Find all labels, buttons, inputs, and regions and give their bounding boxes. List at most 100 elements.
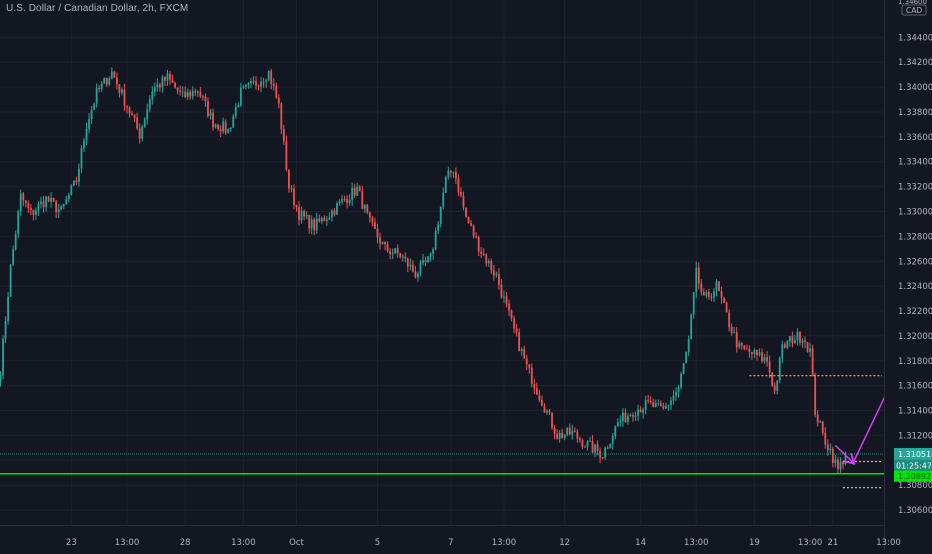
candle-body	[730, 327, 733, 333]
candle-body	[647, 400, 650, 402]
price-tick-label: 1.34400	[898, 33, 932, 43]
candle-body	[515, 328, 518, 333]
candle-body	[776, 380, 779, 391]
candle-body	[366, 205, 369, 213]
candle-body	[563, 434, 566, 438]
candle-body	[108, 78, 111, 85]
candle-body	[328, 217, 331, 220]
candle-body	[305, 214, 308, 217]
candle-body	[47, 196, 50, 202]
candle-body	[467, 216, 470, 224]
candle-body	[439, 206, 442, 225]
candle-body	[24, 200, 27, 203]
candle-body	[110, 71, 113, 79]
time-tick-label: 13:00	[798, 538, 823, 548]
candle-body	[158, 84, 161, 88]
grid-lines	[0, 0, 890, 525]
candle-body	[422, 260, 424, 263]
candle-body	[743, 345, 746, 349]
candle-body	[616, 422, 619, 427]
current-price-tag	[894, 447, 932, 460]
candle-body	[794, 340, 796, 344]
candle-body	[280, 103, 283, 130]
candle-body	[176, 87, 179, 91]
candle-body	[288, 169, 290, 189]
currency-badge	[901, 4, 927, 16]
time-tick-label: 13:00	[115, 538, 140, 548]
candle-body	[649, 400, 652, 403]
candle-body	[842, 461, 844, 465]
candle-body	[417, 273, 419, 278]
time-tick-label: 13:00	[876, 538, 901, 548]
time-tick-label: 7	[448, 538, 453, 548]
candle-body	[138, 128, 141, 139]
candle-body	[300, 210, 303, 221]
candle-body	[252, 81, 255, 83]
candle-body	[222, 121, 225, 132]
candle-body	[323, 217, 326, 222]
time-tick-label: 12	[559, 538, 570, 548]
candle-body	[652, 402, 655, 408]
price-tick-label: 1.32600	[898, 257, 932, 267]
price-tick-label: 1.32200	[898, 307, 932, 317]
candle-body	[239, 88, 242, 106]
time-axis[interactable]: 23 13:00 28 13:00 Oct 5 7 13:00 12 14 13:00 19 13:00…	[0, 525, 932, 550]
candle-body	[735, 332, 738, 348]
candle-body	[237, 105, 240, 108]
candle-body	[500, 284, 503, 298]
candle-body	[414, 271, 417, 278]
candle-body	[169, 73, 171, 80]
candle-body	[806, 342, 809, 352]
candle-body	[95, 87, 98, 104]
candle-body	[576, 431, 579, 439]
candle-body	[518, 332, 521, 352]
candle-body	[452, 171, 455, 173]
candle-body	[733, 332, 736, 334]
candle-body	[404, 256, 407, 259]
candle-body	[394, 248, 397, 254]
candle-body	[242, 86, 245, 89]
candle-body	[470, 223, 472, 226]
candle-body	[391, 253, 394, 255]
candle-body	[93, 103, 96, 110]
candle-body	[523, 349, 526, 359]
candle-body	[720, 291, 723, 299]
candle-body	[141, 126, 144, 139]
candle-body	[553, 427, 556, 435]
candle-body	[654, 403, 657, 408]
candle-body	[303, 210, 305, 217]
candle-body	[710, 296, 713, 298]
candle-body	[85, 128, 88, 141]
time-tick-label: 19	[749, 538, 760, 548]
chart-title: U.S. Dollar / Canadian Dollar, 2h, FXCM	[6, 3, 189, 14]
candle-body	[115, 77, 118, 85]
candle-body	[761, 352, 763, 362]
price-tick-label: 1.30800	[898, 481, 932, 491]
candle-body	[186, 91, 189, 98]
price-tick-label: 1.30600	[898, 506, 932, 516]
candle-body	[57, 209, 60, 213]
candle-body	[801, 340, 804, 343]
candle-body	[548, 410, 551, 413]
candle-body	[88, 119, 90, 129]
candle-body	[546, 410, 548, 413]
currency-badge-label: CAD	[906, 6, 922, 15]
candle-body	[204, 96, 207, 102]
candle-body	[475, 236, 478, 238]
candle-body	[495, 274, 498, 276]
candle-body	[250, 81, 252, 84]
candle-body	[131, 113, 133, 116]
candle-body	[371, 217, 374, 223]
price-tick-label: 1.32800	[898, 232, 932, 242]
candle-body	[819, 421, 822, 423]
candle-body	[566, 427, 569, 435]
candle-body	[773, 385, 776, 391]
candle-body	[705, 292, 708, 296]
candle-body	[219, 129, 222, 132]
candle-body	[399, 253, 402, 257]
candle-body	[14, 234, 17, 250]
candle-body	[498, 274, 500, 285]
candle-body	[680, 373, 682, 388]
